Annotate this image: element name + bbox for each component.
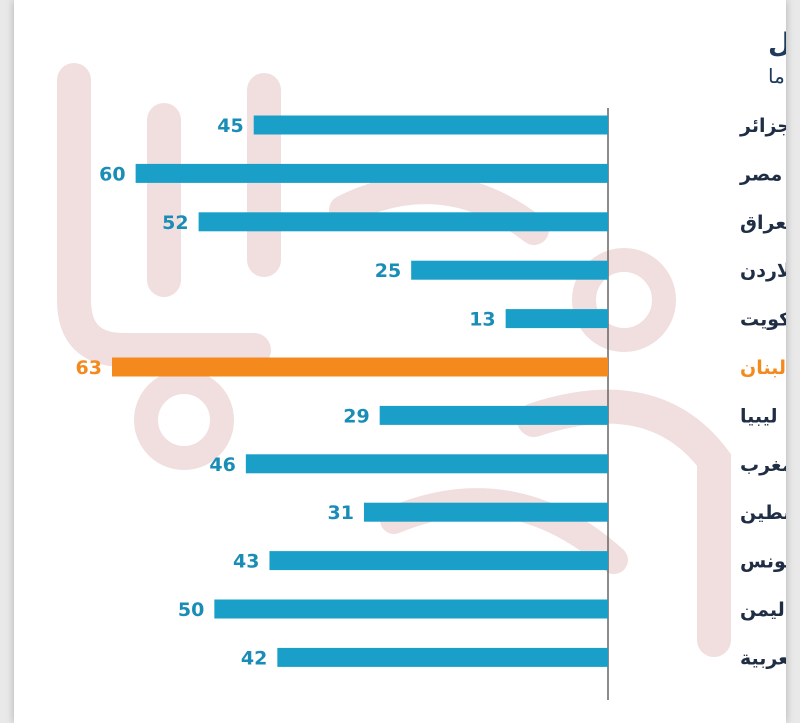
bars-group	[112, 115, 609, 667]
category-label-2: مصر	[739, 163, 782, 185]
category-label-12: الدول العربية	[740, 647, 786, 669]
value-label-1: 45	[217, 115, 243, 137]
category-label-5: الكويت	[740, 309, 786, 331]
bar-3	[198, 212, 608, 232]
bar-2	[135, 163, 608, 183]
value-label-6: 63	[76, 357, 102, 379]
category-label-8: المغرب	[740, 454, 786, 476]
category-label-11: اليمن	[740, 599, 786, 621]
chart-card: دفع رشوة مقابل الحصول على خدمات تعليم أف…	[14, 0, 786, 723]
bar-chart: دفع رشوة مقابل الحصول على خدمات تعليم أف…	[76, 25, 786, 700]
chart-title: دفع رشوة مقابل الحصول على خدمات تعليم أف…	[768, 25, 786, 59]
bar-5	[505, 309, 608, 329]
category-label-10: تونس	[740, 551, 786, 573]
value-label-11: 50	[178, 599, 204, 621]
category-label-1: الجزائر	[739, 115, 786, 137]
category-label-3: العراق	[740, 212, 786, 234]
value-label-7: 29	[343, 405, 369, 427]
bar-12	[277, 647, 608, 667]
value-label-10: 43	[233, 551, 259, 573]
value-label-8: 46	[209, 454, 235, 476]
category-label-7: ليبيا	[740, 405, 778, 427]
bar-9	[363, 502, 608, 522]
bar-6	[112, 357, 608, 377]
value-label-2: 60	[99, 163, 125, 185]
value-label-4: 25	[375, 260, 401, 282]
bar-7	[379, 405, 608, 425]
value-label-9: 31	[327, 502, 353, 524]
value-label-3: 52	[162, 212, 188, 234]
value-label-5: 13	[469, 309, 495, 331]
category-label-9: فلسطين	[740, 502, 786, 524]
chart-subtitle: (%) من يقولون ضرورية للغاية أو ضرورية إل…	[768, 63, 786, 89]
category-label-4: الاردن	[740, 260, 786, 282]
value-labels-group: 45 60 52 25 13 63 29 46 31 43 50 42	[76, 115, 496, 669]
category-label-6: لبنان	[740, 357, 786, 379]
bar-4	[411, 260, 608, 280]
bar-10	[269, 551, 608, 571]
value-label-12: 42	[241, 647, 267, 669]
bar-1	[253, 115, 608, 135]
category-labels-group: الجزائر مصر العراق الاردن الكويت لبنان ليبيا ال…	[739, 115, 786, 669]
bar-8	[245, 454, 609, 474]
bar-11	[214, 599, 608, 619]
